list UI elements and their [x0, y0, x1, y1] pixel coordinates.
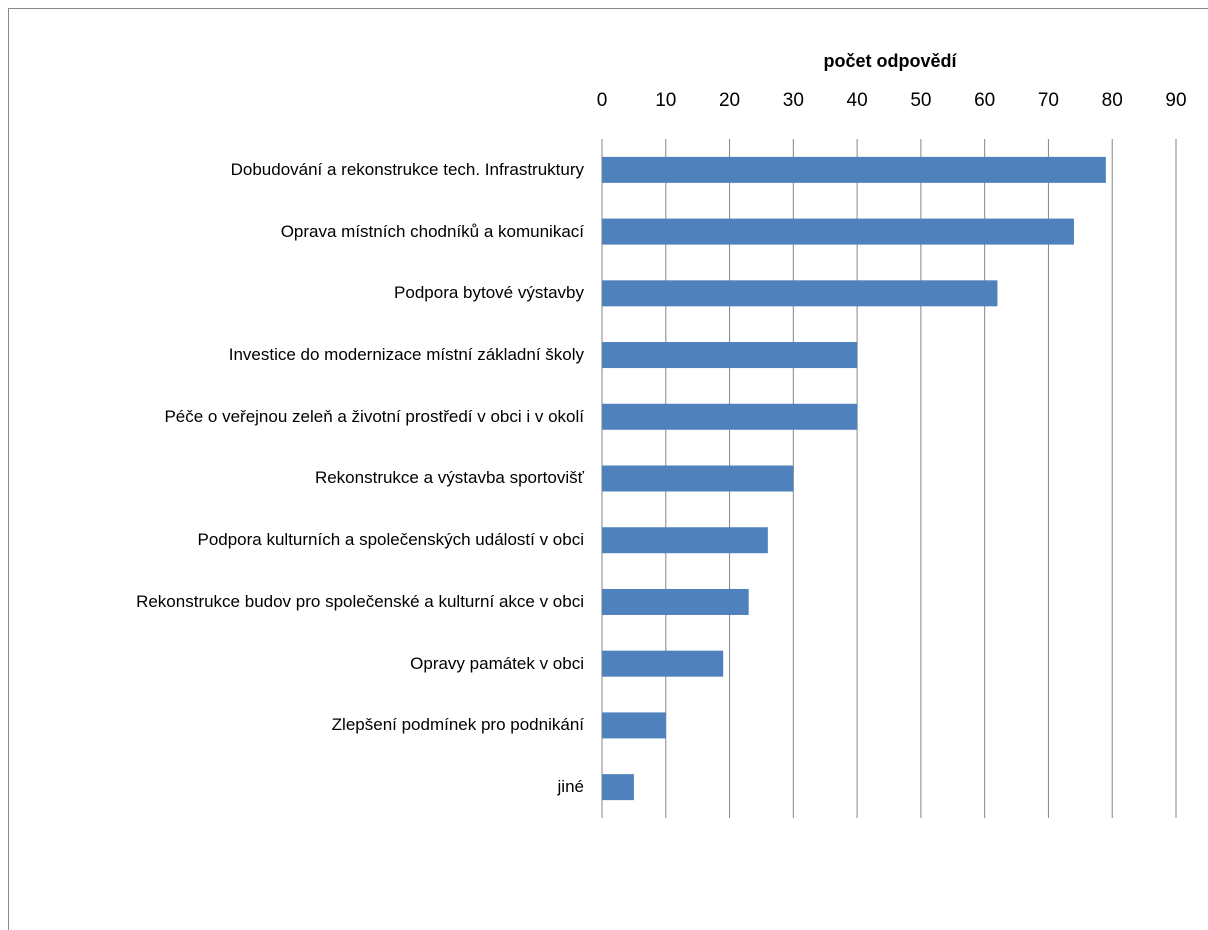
x-tick-label: 10 [655, 90, 676, 111]
y-tick-label-box: Péče o veřejnou zeleň a životní prostřed… [24, 386, 584, 448]
y-tick-label-box: Oprava místních chodníků a komunikací [24, 201, 584, 263]
y-tick-label: Zlepšení podmínek pro podnikání [331, 715, 584, 735]
bar [602, 465, 794, 492]
axis-title: počet odpovědí [823, 51, 957, 71]
y-tick-label-box: Rekonstrukce budov pro společenské a kul… [24, 571, 584, 633]
x-tick-label: 50 [910, 90, 931, 111]
x-tick-label: 40 [847, 90, 868, 111]
y-tick-label: Oprava místních chodníků a komunikací [280, 221, 584, 241]
bar [602, 342, 858, 369]
y-tick-label: Rekonstrukce budov pro společenské a kul… [136, 591, 584, 611]
y-tick-label: Rekonstrukce a výstavba sportovišť [314, 468, 584, 488]
bar [602, 650, 724, 677]
bar [602, 588, 749, 615]
y-tick-label: jiné [557, 777, 584, 797]
y-tick-label: Opravy památek v obci [410, 653, 584, 673]
bar [602, 156, 1106, 183]
bar [602, 527, 768, 554]
bar [602, 218, 1074, 245]
x-tick-label: 70 [1038, 90, 1059, 111]
bar [602, 774, 634, 801]
x-tick-label: 90 [1165, 90, 1186, 111]
y-tick-label: Dobudování a rekonstrukce tech. Infrastr… [230, 159, 584, 179]
y-tick-label-box: Podpora bytové výstavby [24, 262, 584, 324]
bar [602, 403, 858, 430]
y-tick-label-box: jiné [24, 756, 584, 818]
x-tick-label: 30 [783, 90, 804, 111]
chart-frame [8, 8, 1208, 930]
y-tick-label-box: Rekonstrukce a výstavba sportovišť [24, 448, 584, 510]
y-tick-label-box: Zlepšení podmínek pro podnikání [24, 695, 584, 757]
x-tick-label: 20 [719, 90, 740, 111]
y-tick-label: Podpora bytové výstavby [394, 283, 584, 303]
bar [602, 712, 666, 739]
bar [602, 280, 998, 307]
y-tick-label: Podpora kulturních a společenských událo… [197, 530, 584, 550]
y-tick-label-box: Investice do modernizace místní základní… [24, 324, 584, 386]
y-tick-label-box: Podpora kulturních a společenských událo… [24, 509, 584, 571]
y-tick-label: Péče o veřejnou zeleň a životní prostřed… [164, 406, 584, 426]
x-tick-label: 60 [974, 90, 995, 111]
x-tick-label: 0 [597, 90, 608, 111]
y-tick-label-box: Dobudování a rekonstrukce tech. Infrastr… [24, 139, 584, 201]
y-tick-label-box: Opravy památek v obci [24, 633, 584, 695]
x-tick-label: 80 [1102, 90, 1123, 111]
y-tick-label: Investice do modernizace místní základní… [228, 345, 584, 365]
